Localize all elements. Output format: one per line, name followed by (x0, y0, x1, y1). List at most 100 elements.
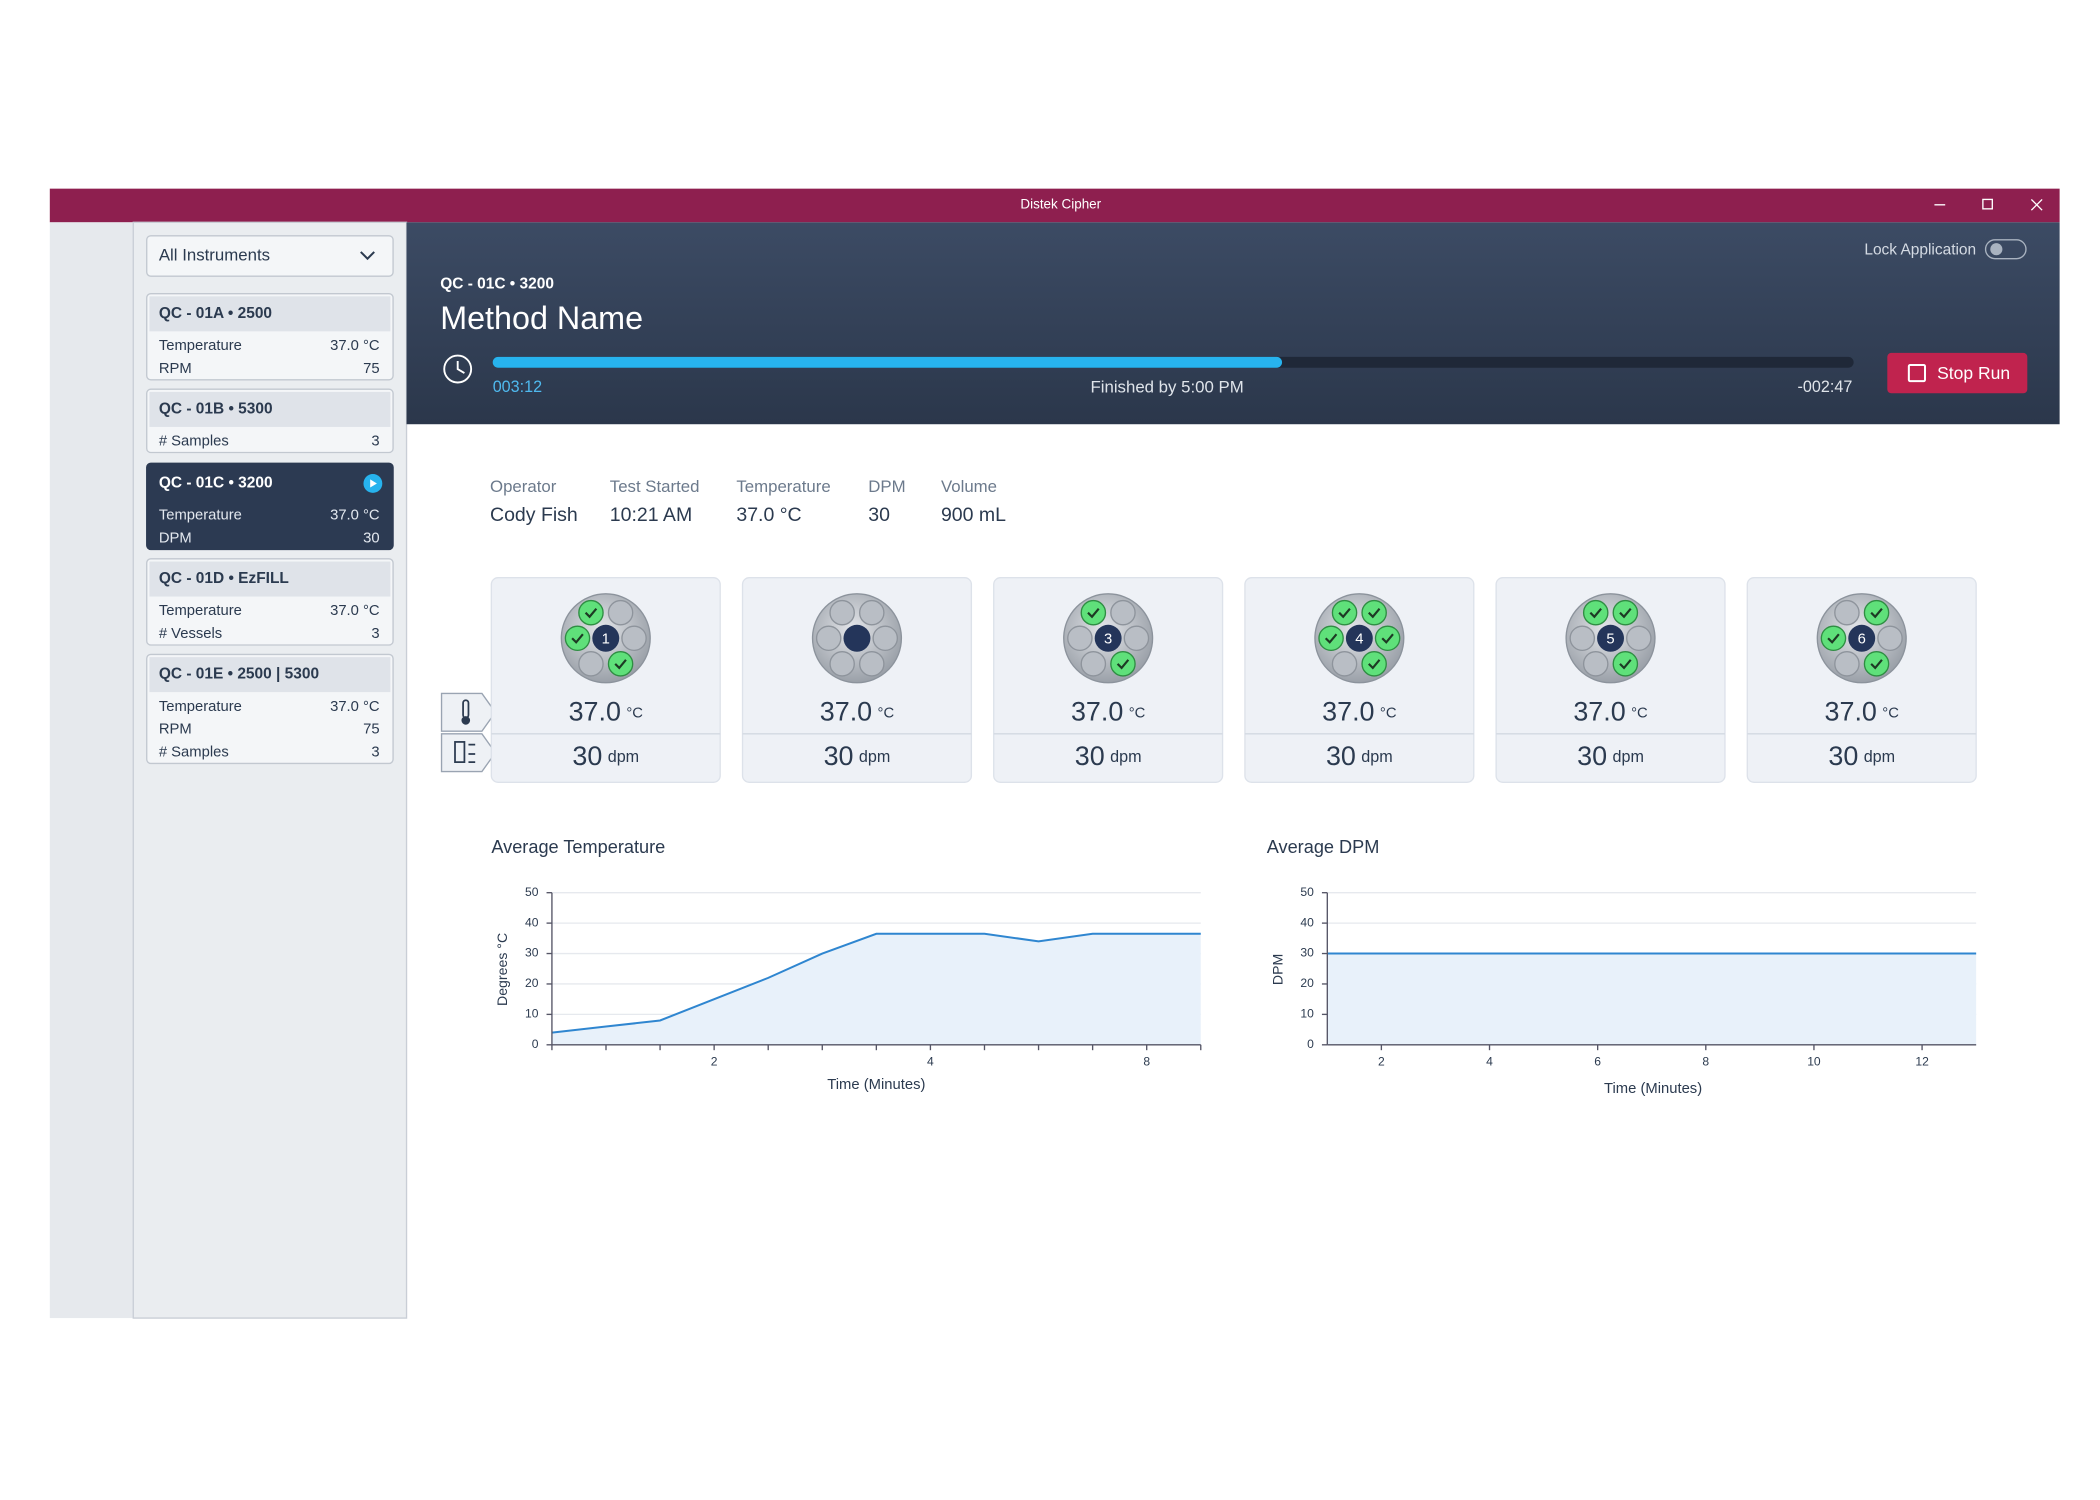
row-label: Temperature (159, 603, 242, 619)
temp-value: 37.0 (1825, 697, 1877, 727)
vessel-position (578, 651, 604, 677)
elapsed: 003:12 (493, 378, 542, 396)
row-value: 75 (363, 361, 379, 377)
vessel-position (1834, 599, 1860, 626)
vessel-position-done (1820, 625, 1847, 652)
vessel-position (858, 651, 885, 677)
temp-unit: °C (626, 706, 643, 722)
vessel-position-done (564, 625, 591, 652)
check-mark (1087, 607, 1100, 619)
row-label: RPM (159, 361, 192, 377)
vessel-position-done (1863, 651, 1890, 677)
stop-icon (1907, 363, 1927, 383)
y-tick-label: 30 (525, 946, 539, 960)
dpm-unit: dpm (859, 748, 890, 766)
check-mark (1338, 607, 1351, 619)
dpm-unit: dpm (608, 748, 639, 766)
row-label: RPM (159, 722, 192, 738)
temp-unit: °C (878, 706, 895, 722)
vessel-position (1582, 651, 1609, 677)
info-value: 37.0 °C (736, 504, 801, 526)
vessel-position (1080, 651, 1107, 677)
y-tick-label: 40 (1300, 915, 1314, 929)
vessel-position-done (1612, 651, 1639, 677)
temp-unit: °C (1129, 706, 1146, 722)
row-value: 37.0 °C (330, 699, 380, 715)
vessel-center (1345, 624, 1373, 652)
vessel-position-done (1318, 625, 1344, 652)
x-tick-label: 4 (927, 1055, 934, 1069)
lock-label: Lock Application (1864, 242, 1976, 259)
row-value: 37.0 °C (330, 338, 380, 354)
lock-toggle[interactable] (1984, 239, 2027, 260)
chart-title: Average Temperature (491, 837, 665, 857)
instrument-name: QC - 01E • 2500 | 5300 (159, 666, 319, 683)
y-tick-label: 50 (525, 885, 539, 899)
y-tick-label: 50 (1300, 885, 1314, 899)
check-mark (1116, 659, 1130, 670)
vessel-position (1110, 599, 1136, 626)
info-value: 30 (868, 504, 890, 526)
card-header (149, 296, 391, 332)
dpm-unit: dpm (1361, 748, 1392, 766)
check-mark (614, 659, 627, 670)
filter-dropdown[interactable] (146, 235, 394, 277)
vessel-center (1848, 624, 1876, 652)
y-tick-label: 10 (1300, 1007, 1314, 1021)
line (551, 932, 1201, 1034)
dpm-value: 30 (1828, 741, 1858, 771)
x-tick-label: 12 (1915, 1055, 1929, 1069)
x-tick-label: 8 (1143, 1055, 1150, 1069)
y-tick-label: 40 (525, 915, 539, 929)
check-mark (1324, 633, 1338, 644)
stop-button[interactable] (1887, 352, 2028, 394)
vessel-dpm: 30 dpm (572, 741, 639, 771)
temp-value: 37.0 (820, 697, 872, 727)
vessel-position (1834, 651, 1860, 677)
dpm-value: 30 (1075, 741, 1105, 771)
row-value: 75 (363, 722, 379, 738)
x-tick-label: 8 (1702, 1055, 1709, 1069)
progress-fill (492, 356, 1283, 368)
info-value: Cody Fish (490, 504, 578, 526)
maximize[interactable] (1982, 198, 1993, 210)
temp-unit: °C (1631, 706, 1648, 722)
run-header (406, 222, 2060, 425)
sidebar (132, 221, 408, 1319)
vessel-position (815, 625, 842, 652)
instrument-card[interactable] (146, 462, 394, 551)
x-tick-label: 6 (1594, 1055, 1601, 1069)
temp-value: 37.0 (1071, 697, 1123, 727)
toggle-knob (1990, 243, 2003, 256)
row-label: Temperature (159, 699, 242, 715)
y-axis-label: DPM (1270, 954, 1286, 985)
vessel-center (1094, 624, 1122, 652)
vessel-dpm: 30 dpm (824, 741, 891, 771)
info-value: 900 mL (941, 504, 1006, 526)
row-value: 3 (371, 434, 379, 450)
vessel-position-done (1080, 599, 1107, 626)
y-tick-label: 20 (1300, 976, 1314, 990)
row-label: # Samples (159, 745, 229, 761)
close[interactable] (2030, 198, 2043, 211)
row-value: 30 (363, 531, 379, 547)
instrument-name: QC - 01D • EzFILL (159, 570, 289, 587)
x-axis-label: Time (Minutes) (1604, 1081, 1702, 1097)
check-mark (1368, 659, 1381, 670)
row-value: 37.0 °C (330, 508, 380, 524)
vessel-number: 5 (1606, 632, 1614, 648)
instrument-name: QC - 01C • 3200 (159, 475, 273, 492)
instrument-name: QC - 01A • 2500 (159, 305, 272, 322)
area (551, 933, 1201, 1045)
vessel-position-done (607, 651, 634, 677)
chevron (360, 251, 375, 261)
play-icon (370, 479, 377, 488)
vessel-number: 4 (1355, 632, 1363, 648)
y-axis-label: Degrees °C (494, 933, 510, 1006)
vessel-position (829, 651, 855, 677)
card-header (149, 391, 391, 427)
vessel-position (1123, 625, 1150, 652)
vessel-center (592, 624, 620, 652)
vessel-position (1067, 625, 1093, 652)
